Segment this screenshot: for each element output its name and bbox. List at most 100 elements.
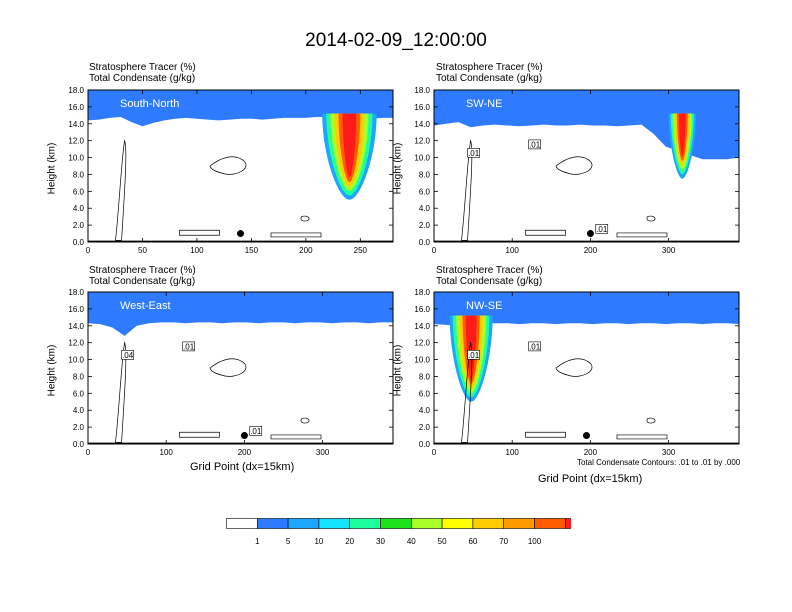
- contour-label: .01: [467, 148, 480, 158]
- panel-nw-se: .01 .01 NW-SE 0.0 2.0 4.0 6.0 8.0 10.0 12.0 14.0 16…: [414, 288, 740, 457]
- contour-label: .04: [121, 350, 134, 360]
- header-tracer-label: Stratosphere Tracer (%): [436, 265, 543, 276]
- y-tick-label: 12.0: [414, 137, 430, 146]
- colorbar-box: [226, 518, 258, 529]
- colorbar-box: [318, 518, 351, 529]
- colorbar-box: [256, 518, 289, 529]
- location-marker: [586, 230, 594, 238]
- y-tick-label: 8.0: [73, 170, 85, 179]
- panel-header-south-north: Stratosphere Tracer (%) Total Condensate…: [89, 62, 196, 84]
- y-tick-label: 12.0: [68, 339, 84, 348]
- contour-label-text: .01: [529, 342, 541, 351]
- condensate-contour: [646, 215, 656, 222]
- tracer-band: [434, 292, 739, 326]
- contour-label-text: .01: [468, 351, 480, 360]
- x-tick-label: 200: [238, 448, 252, 457]
- contour-label: .01: [467, 350, 480, 360]
- y-tick-label: 8.0: [73, 372, 85, 381]
- y-tick-label: 2.0: [419, 423, 431, 432]
- colorbar-label: 50: [438, 537, 447, 546]
- panel-west-east: .01 .04 .01 West-East 0.0 2.0 4.0 6.0 8.0 10.0 12.…: [68, 288, 394, 457]
- colorbar-box: [380, 518, 412, 529]
- tracer-plume: [678, 113, 686, 157]
- contour-label-box: [182, 341, 195, 352]
- y-tick-label: 16.0: [68, 103, 84, 112]
- condensate-contour: [555, 358, 593, 377]
- x-tick-label: 0: [432, 246, 437, 255]
- condensate-contour: [179, 229, 220, 236]
- x-axis-label: Grid Point (dx=15km): [190, 461, 295, 473]
- y-tick-label: 6.0: [73, 187, 85, 196]
- x-tick-label: 50: [138, 246, 147, 255]
- y-tick-label: 10.0: [414, 154, 430, 163]
- location-marker: [583, 432, 590, 440]
- panel-sw-ne: .01 .01 .01 SW-NE 0.0 2.0 4.0 6.0 8.0 10.0 12.0 14.…: [414, 86, 740, 255]
- contour-label-box: [467, 350, 480, 360]
- y-tick-label: 6.0: [419, 187, 431, 196]
- x-tick-label: 0: [86, 246, 91, 255]
- y-tick-label: 16.0: [414, 305, 430, 314]
- header-condensate-label: Total Condensate (g/kg): [436, 73, 543, 84]
- x-tick-label: 0: [432, 448, 437, 457]
- tracer-band: [88, 292, 393, 336]
- plot-area: .01 .01 .01: [434, 90, 739, 242]
- contour-note: Total Condensate Contours: .01 to .01 by…: [577, 458, 741, 467]
- x-axis-label: Grid Point (dx=15km): [538, 473, 643, 485]
- contour-label-box: [467, 148, 480, 158]
- colorbar-box: [287, 518, 320, 529]
- header-condensate-label: Total Condensate (g/kg): [436, 276, 543, 287]
- condensate-contour: [461, 139, 473, 241]
- y-tick-label: 6.0: [419, 389, 431, 398]
- colorbar-box: [503, 518, 535, 529]
- contour-label-text: .01: [596, 225, 608, 234]
- y-tick-label: 2.0: [73, 423, 85, 432]
- contour-label: .01: [595, 224, 609, 234]
- condensate-contour: [209, 156, 247, 175]
- contour-label-box: [595, 224, 609, 234]
- y-tick-label: 6.0: [73, 389, 85, 398]
- y-tick-label: 0.0: [419, 238, 431, 247]
- panel-header-nw-se: Stratosphere Tracer (%) Total Condensate…: [436, 265, 543, 287]
- plot-frame: [87, 89, 394, 243]
- x-tick-label: 250: [354, 246, 368, 255]
- tracer-band: [434, 90, 739, 160]
- y-tick-label: 10.0: [68, 154, 84, 163]
- colorbar-label: 5: [286, 537, 291, 546]
- plot-frame: [433, 291, 740, 445]
- header-condensate-label: Total Condensate (g/kg): [89, 73, 196, 84]
- panel-header-sw-ne: Stratosphere Tracer (%) Total Condensate…: [436, 62, 543, 84]
- plot-area: .01 .01: [434, 292, 739, 444]
- panel-label: West-East: [120, 300, 171, 312]
- x-tick-label: 200: [584, 448, 598, 457]
- condensate-contour: [115, 139, 127, 241]
- panel-header-west-east: Stratosphere Tracer (%) Total Condensate…: [89, 265, 196, 287]
- y-axis-label: Height (km): [46, 142, 58, 195]
- plot-area: .01 .04 .01: [88, 292, 393, 444]
- x-tick-label: 200: [299, 246, 313, 255]
- y-tick-label: 8.0: [419, 372, 431, 381]
- contour-label-box: [528, 341, 541, 352]
- condensate-contour: [525, 431, 566, 438]
- x-tick-label: 150: [245, 246, 259, 255]
- tracer-plume: [342, 113, 357, 178]
- y-tick-label: 16.0: [68, 305, 84, 314]
- condensate-contour: [555, 156, 593, 175]
- condensate-contour: [525, 229, 566, 236]
- y-tick-label: 10.0: [414, 356, 430, 365]
- y-tick-label: 14.0: [414, 120, 430, 129]
- y-axis-label: Height (km): [392, 142, 404, 195]
- colorbar-label: 60: [468, 537, 477, 546]
- colorbar-box: [349, 518, 381, 529]
- plot-frame: [87, 291, 394, 445]
- contour-label-box: [528, 139, 541, 150]
- y-tick-label: 4.0: [419, 406, 431, 415]
- contour-label: .01: [182, 341, 195, 352]
- colorbar-box: [472, 518, 504, 529]
- x-tick-label: 300: [316, 448, 330, 457]
- condensate-contour: [270, 232, 322, 238]
- colorbar-box: [441, 518, 474, 529]
- colorbar-label: 10: [314, 537, 323, 546]
- contour-label: .01: [528, 139, 541, 150]
- y-axis-label: Height (km): [46, 344, 58, 397]
- contour-label: .01: [249, 426, 263, 436]
